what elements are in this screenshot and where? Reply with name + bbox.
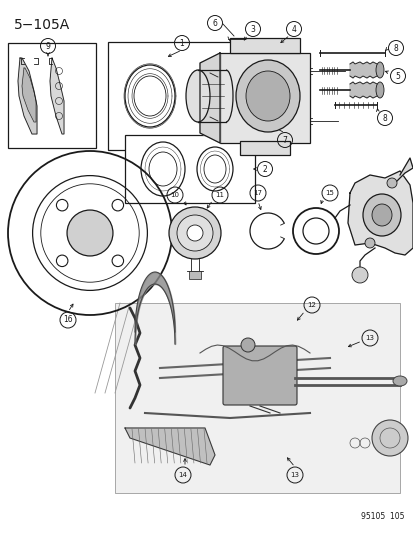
Ellipse shape — [185, 70, 209, 122]
FancyBboxPatch shape — [197, 70, 225, 122]
Text: 9: 9 — [45, 42, 50, 51]
Bar — [8, 43, 96, 148]
Polygon shape — [349, 82, 379, 98]
Polygon shape — [349, 62, 379, 78]
Text: 14: 14 — [178, 472, 187, 478]
Text: 5: 5 — [394, 71, 399, 80]
Bar — [125, 135, 254, 203]
Text: 95105  105: 95105 105 — [361, 512, 404, 521]
Ellipse shape — [362, 194, 400, 236]
Text: 12: 12 — [307, 302, 316, 308]
Text: 7: 7 — [282, 135, 287, 144]
Circle shape — [364, 238, 374, 248]
Ellipse shape — [177, 215, 212, 251]
Ellipse shape — [302, 218, 328, 244]
Ellipse shape — [187, 225, 202, 241]
Circle shape — [112, 199, 123, 211]
Text: 10: 10 — [170, 192, 179, 198]
Ellipse shape — [392, 376, 406, 386]
Bar — [230, 38, 299, 53]
Polygon shape — [347, 171, 412, 255]
Ellipse shape — [245, 71, 289, 121]
Circle shape — [351, 267, 367, 283]
Ellipse shape — [371, 204, 391, 226]
Ellipse shape — [375, 82, 383, 98]
Circle shape — [56, 255, 68, 266]
Circle shape — [56, 199, 68, 211]
Text: 8: 8 — [382, 114, 387, 123]
Text: 15: 15 — [325, 190, 334, 196]
Text: 13: 13 — [365, 335, 374, 341]
Ellipse shape — [169, 207, 221, 259]
Bar — [108, 42, 255, 150]
Bar — [240, 141, 289, 155]
Text: 4: 4 — [291, 25, 296, 34]
Ellipse shape — [235, 60, 299, 132]
Polygon shape — [125, 428, 214, 465]
Ellipse shape — [375, 62, 383, 78]
Polygon shape — [18, 58, 37, 134]
Text: 8: 8 — [393, 44, 397, 52]
Polygon shape — [50, 58, 64, 134]
Text: 2: 2 — [262, 165, 267, 174]
Text: 17: 17 — [253, 190, 262, 196]
Circle shape — [386, 178, 396, 188]
Text: 11: 11 — [215, 192, 224, 198]
Circle shape — [371, 420, 407, 456]
Polygon shape — [394, 158, 412, 183]
Text: 6: 6 — [212, 19, 217, 28]
FancyBboxPatch shape — [219, 53, 309, 143]
Bar — [115, 303, 399, 493]
FancyBboxPatch shape — [223, 346, 296, 405]
Polygon shape — [199, 53, 219, 143]
Bar — [189, 271, 201, 279]
Ellipse shape — [240, 338, 254, 352]
Circle shape — [112, 255, 123, 266]
Text: 16: 16 — [63, 316, 73, 325]
Text: 3: 3 — [250, 25, 255, 34]
Text: 13: 13 — [290, 472, 299, 478]
Text: 5−105A: 5−105A — [14, 18, 70, 32]
Text: 1: 1 — [179, 38, 184, 47]
Circle shape — [67, 210, 113, 256]
Polygon shape — [22, 68, 36, 122]
